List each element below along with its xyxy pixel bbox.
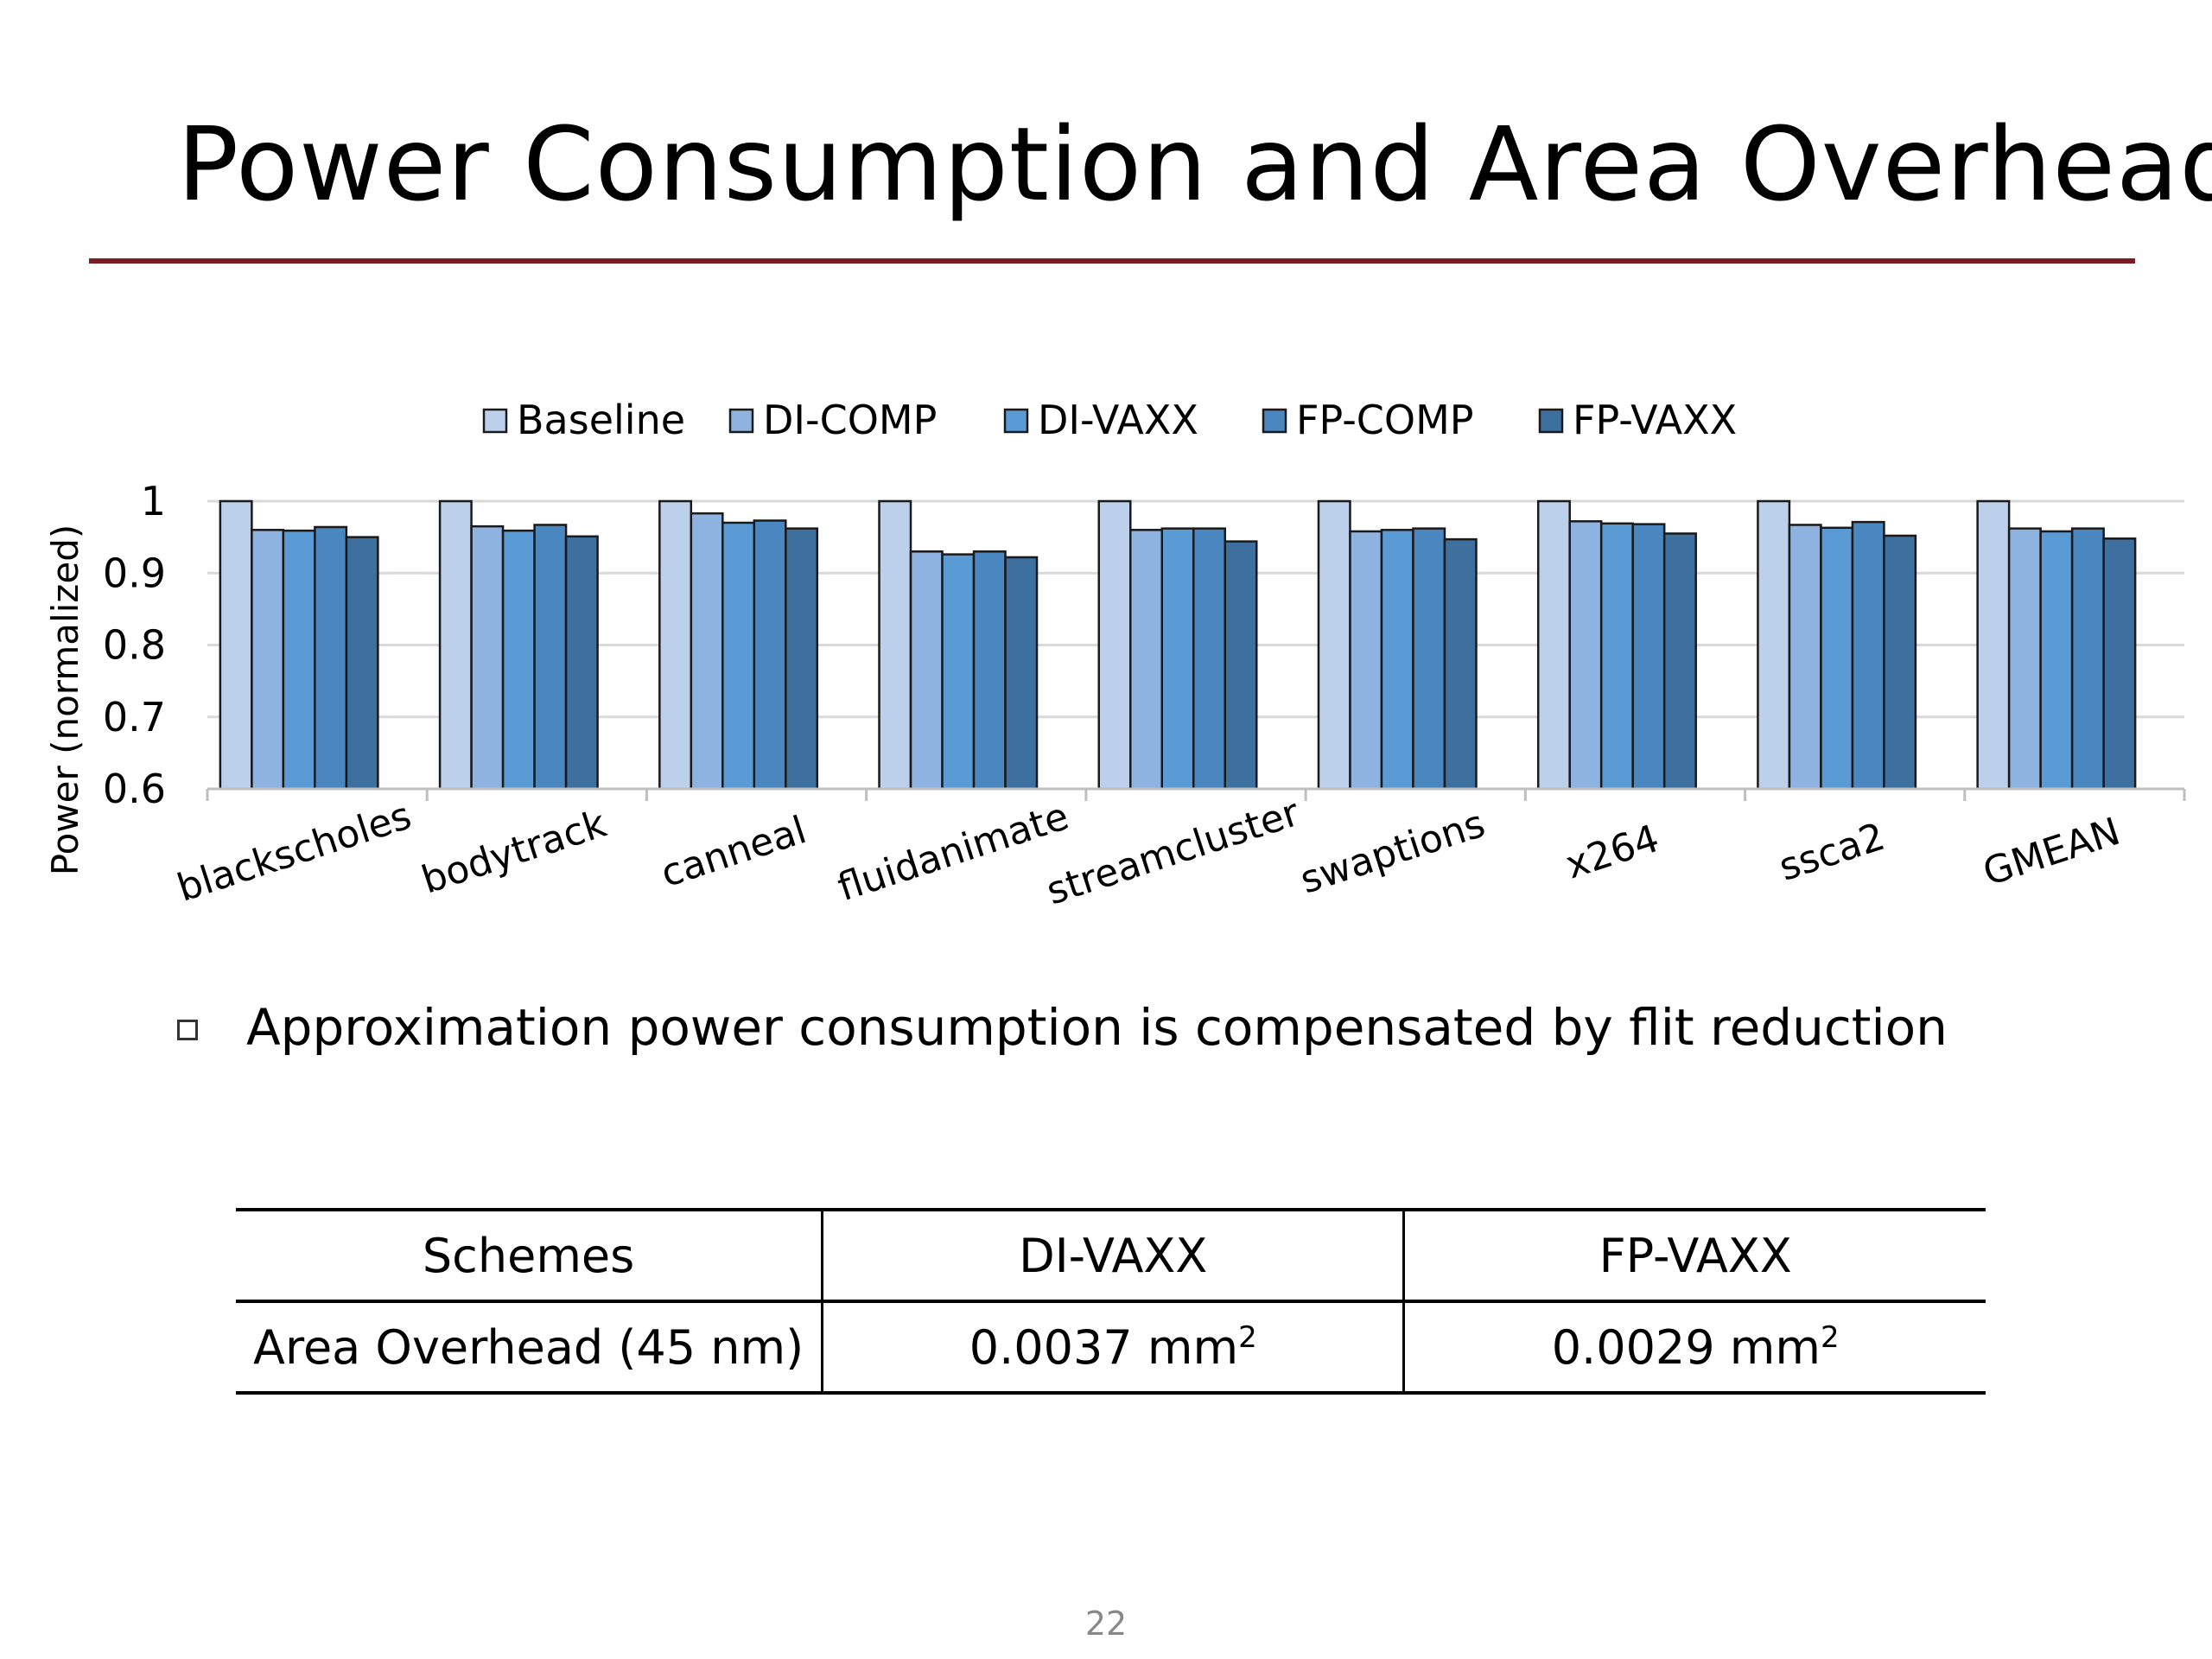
- x-tick-label-streamcluster: streamcluster: [1041, 791, 1306, 914]
- x-tick-label-x264: x264: [1560, 817, 1664, 888]
- cell-di-vaxx-area: 0.0037 mm2: [822, 1301, 1406, 1395]
- bar-blackscholes-DI-VAXX: [282, 529, 316, 791]
- bar-canneal-Baseline: [658, 499, 693, 791]
- bar-swaptions-FP-COMP: [1412, 527, 1446, 791]
- row-label-area-overhead: Area Overhead (45 nm): [236, 1301, 824, 1395]
- legend-label-FP-VAXX: FP-VAXX: [1573, 397, 1737, 443]
- bar-swaptions-DI-COMP: [1349, 530, 1383, 791]
- bar-fluidanimate-DI-COMP: [909, 550, 944, 791]
- slide-title: Power Consumption and Area Overhead: [177, 105, 2212, 224]
- table-header-row: Schemes DI-VAXX FP-VAXX: [236, 1208, 1986, 1303]
- bar-ssca2-Baseline: [1757, 499, 1791, 791]
- x-tick-label-fluidanimate: fluidanimate: [833, 794, 1074, 910]
- y-tick-label-2: 0.8: [103, 622, 166, 669]
- bar-bodytrack-DI-VAXX: [501, 529, 536, 791]
- chart-axes: [206, 787, 2186, 801]
- header-fp-vaxx: FP-VAXX: [1403, 1208, 1986, 1303]
- chart-bars: [219, 499, 2137, 791]
- bar-streamcluster-DI-VAXX: [1160, 527, 1195, 791]
- bar-streamcluster-DI-COMP: [1129, 529, 1163, 791]
- bar-ssca2-DI-COMP: [1788, 524, 1822, 791]
- x-tick-label-bodytrack: bodytrack: [416, 802, 612, 903]
- legend-label-DI-COMP: DI-COMP: [763, 397, 937, 443]
- bar-streamcluster-FP-COMP: [1192, 527, 1226, 791]
- page-number: 22: [1084, 1605, 1128, 1643]
- y-tick-label-4: 1: [141, 478, 166, 524]
- header-schemes: Schemes: [236, 1208, 824, 1303]
- bar-x264-FP-COMP: [1631, 523, 1666, 791]
- bar-swaptions-DI-VAXX: [1380, 529, 1414, 791]
- bullet-point: Approximation power consumption is compe…: [177, 998, 1948, 1057]
- legend-label-FP-COMP: FP-COMP: [1296, 397, 1474, 443]
- table-row: Area Overhead (45 nm) 0.0037 mm2 0.0029 …: [236, 1301, 1986, 1395]
- bar-x264-DI-VAXX: [1599, 522, 1634, 791]
- bar-bodytrack-Baseline: [438, 499, 473, 791]
- legend-swatch-DI-VAXX: [1003, 408, 1029, 434]
- x-tick-label-canneal: canneal: [656, 808, 811, 896]
- bar-x264-DI-COMP: [1568, 520, 1603, 791]
- x-tick-label-GMEAN: GMEAN: [1978, 810, 2126, 895]
- bar-GMEAN-DI-VAXX: [2039, 530, 2074, 791]
- bar-blackscholes-Baseline: [219, 499, 253, 791]
- square-bullet-icon: [177, 1020, 198, 1040]
- bar-blackscholes-FP-VAXX: [345, 536, 379, 791]
- cell-fp-vaxx-area: 0.0029 mm2: [1403, 1301, 1986, 1395]
- bar-fluidanimate-Baseline: [878, 499, 912, 791]
- area-overhead-table: Schemes DI-VAXX FP-VAXX Area Overhead (4…: [236, 1208, 1986, 1395]
- x-tick-label-ssca2: ssca2: [1774, 815, 1891, 890]
- bar-fluidanimate-FP-COMP: [972, 550, 1007, 791]
- legend-swatch-DI-COMP: [728, 408, 754, 434]
- bar-x264-FP-VAXX: [1662, 532, 1697, 791]
- bar-canneal-DI-COMP: [690, 512, 724, 791]
- legend-swatch-FP-VAXX: [1538, 408, 1564, 434]
- bar-ssca2-DI-VAXX: [1820, 526, 1854, 791]
- legend-swatch-Baseline: [482, 408, 508, 434]
- y-tick-label-0: 0.6: [103, 766, 166, 812]
- title-underline: [89, 258, 2135, 264]
- legend-label-DI-VAXX: DI-VAXX: [1038, 397, 1198, 443]
- bar-GMEAN-FP-VAXX: [2102, 537, 2137, 791]
- power-bar-chart: Baseline DI-COMP DI-VAXX FP-COMP FP-VAXX 0.6…: [44, 397, 2186, 914]
- legend-label-Baseline: Baseline: [517, 397, 685, 443]
- bar-blackscholes-DI-COMP: [251, 529, 285, 791]
- bar-swaptions-FP-VAXX: [1443, 537, 1478, 791]
- bar-swaptions-Baseline: [1317, 499, 1351, 791]
- y-tick-label-3: 0.9: [103, 550, 166, 596]
- bar-blackscholes-FP-COMP: [314, 525, 348, 791]
- y-tick-label-1: 0.7: [103, 694, 166, 741]
- bar-fluidanimate-DI-VAXX: [941, 553, 976, 791]
- bar-GMEAN-FP-COMP: [2070, 527, 2105, 791]
- bar-GMEAN-Baseline: [1976, 499, 2011, 791]
- bar-x264-Baseline: [1536, 499, 1571, 791]
- bar-bodytrack-DI-COMP: [470, 524, 505, 791]
- bar-GMEAN-DI-COMP: [2007, 527, 2042, 791]
- x-tick-label-blackscholes: blackscholes: [172, 794, 416, 911]
- bar-canneal-DI-VAXX: [721, 521, 756, 791]
- x-tick-label-swaptions: swaptions: [1295, 802, 1491, 903]
- chart-x-tick-labels: blackscholes bodytrack canneal fluidanimate…: [172, 791, 2126, 914]
- chart-legend: Baseline DI-COMP DI-VAXX FP-COMP FP-VAXX: [482, 397, 1737, 443]
- bar-streamcluster-Baseline: [1097, 499, 1132, 791]
- bar-bodytrack-FP-COMP: [533, 524, 568, 791]
- header-di-vaxx: DI-VAXX: [822, 1208, 1406, 1303]
- bar-canneal-FP-VAXX: [785, 527, 819, 791]
- bullet-text: Approximation power consumption is compe…: [246, 998, 1948, 1057]
- chart-y-tick-labels: 0.6 0.7 0.8 0.9 1: [103, 478, 166, 812]
- legend-swatch-FP-COMP: [1262, 408, 1287, 434]
- bar-bodytrack-FP-VAXX: [564, 535, 599, 791]
- bar-fluidanimate-FP-VAXX: [1004, 556, 1039, 791]
- bar-ssca2-FP-VAXX: [1883, 534, 1917, 791]
- bar-streamcluster-FP-VAXX: [1224, 540, 1258, 791]
- y-axis-label: Power (normalized): [44, 524, 86, 876]
- bar-ssca2-FP-COMP: [1851, 520, 1885, 791]
- bar-canneal-FP-COMP: [753, 519, 787, 791]
